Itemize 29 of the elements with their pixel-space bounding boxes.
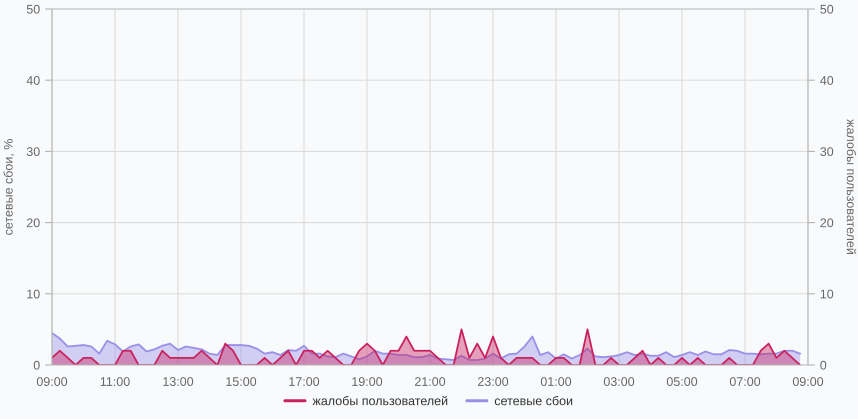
y2-tick-label: 40 <box>820 76 834 85</box>
x-tick-label: 15:00 <box>226 377 256 386</box>
y2-tick-label: 50 <box>820 4 834 14</box>
x-tick-label: 09:00 <box>36 377 68 386</box>
y-tick-label: 10 <box>27 290 40 298</box>
x-tick-label: 07:00 <box>730 377 760 386</box>
y-axis-title: сетевые сбои, % <box>3 139 14 235</box>
y2-tick-label: 10 <box>820 290 834 298</box>
x-tick-label: 23:00 <box>478 377 508 386</box>
y-tick-label: 50 <box>26 4 40 14</box>
y2-tick-label: 20 <box>820 218 834 228</box>
y-tick-label: 40 <box>26 76 40 85</box>
y2-tick-label: 30 <box>820 147 834 156</box>
y2-axis-title: жалобы пользователей <box>846 119 856 254</box>
y2-tick-label: 0 <box>820 360 826 370</box>
x-tick-label: 05:00 <box>666 377 698 386</box>
y-tick-label: 0 <box>34 360 40 370</box>
x-tick-label: 03:00 <box>604 377 634 386</box>
legend-label: сетевые сбои <box>494 396 572 406</box>
x-tick-label: 09:00 <box>792 377 824 386</box>
x-tick-label: 19:00 <box>352 377 382 386</box>
x-tick-label: 13:00 <box>163 377 194 386</box>
x-tick-label: 11:00 <box>100 377 130 386</box>
y-tick-label: 30 <box>26 147 40 156</box>
y-tick-label: 20 <box>26 218 40 228</box>
x-tick-label: 01:00 <box>540 377 572 386</box>
legend-label: жалобы пользователей <box>312 396 448 406</box>
x-tick-label: 17:00 <box>289 377 320 386</box>
x-tick-label: 21:00 <box>414 377 446 386</box>
